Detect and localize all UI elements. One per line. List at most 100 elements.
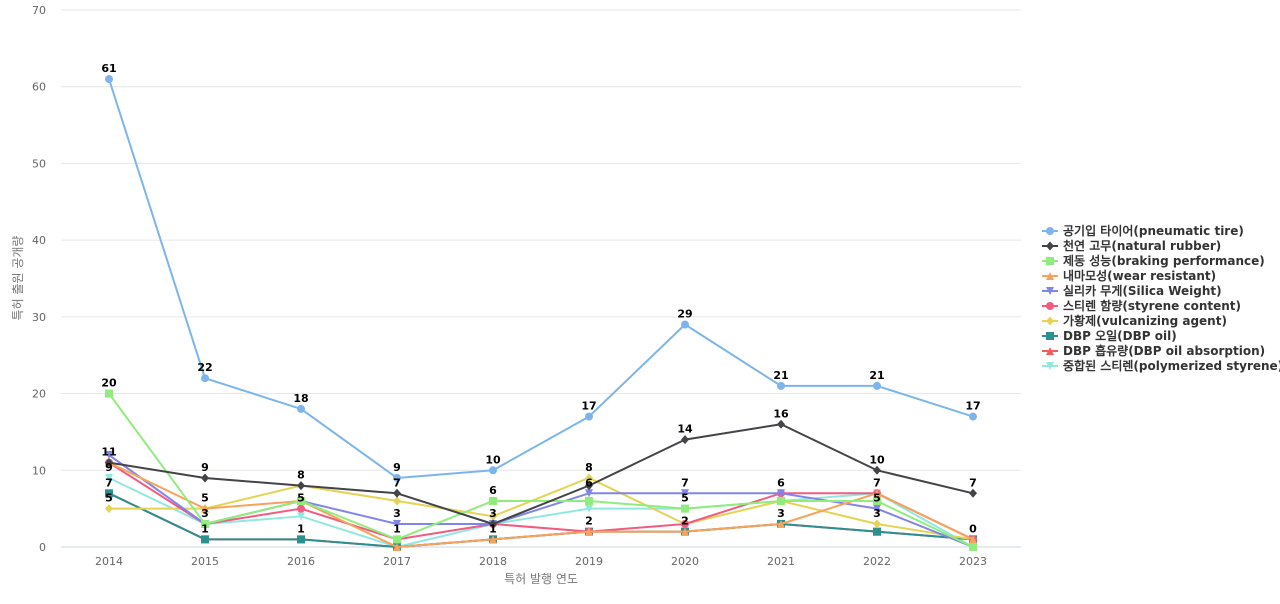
data-point[interactable] xyxy=(873,519,881,529)
data-point[interactable] xyxy=(681,435,689,445)
legend-marker[interactable] xyxy=(1046,272,1054,280)
data-point[interactable] xyxy=(777,489,785,498)
data-point[interactable] xyxy=(201,519,209,528)
legend: 공기입 타이어(pneumatic tire)천연 고무(natural rub… xyxy=(1042,223,1280,373)
legend-marker[interactable] xyxy=(1046,362,1054,370)
legend-label: 실리카 무게(Silica Weight) xyxy=(1063,283,1222,298)
data-label: 2 xyxy=(585,515,593,528)
data-point[interactable] xyxy=(681,504,689,513)
data-point[interactable] xyxy=(297,504,305,513)
series-line[interactable] xyxy=(108,78,974,479)
data-point[interactable] xyxy=(201,535,209,544)
legend-item[interactable]: 천연 고무(natural rubber) xyxy=(1042,238,1221,253)
data-point[interactable] xyxy=(969,412,977,421)
legend-label: 천연 고무(natural rubber) xyxy=(1063,238,1221,253)
legend-item[interactable]: 가황제(vulcanizing agent) xyxy=(1042,313,1227,328)
data-point[interactable] xyxy=(873,527,881,536)
data-point[interactable] xyxy=(393,496,401,506)
legend-item[interactable]: 중합된 스티렌(polymerized styrene) xyxy=(1042,358,1280,373)
data-point[interactable] xyxy=(201,374,209,383)
data-point[interactable] xyxy=(297,404,305,413)
data-point[interactable] xyxy=(393,519,401,528)
data-point[interactable] xyxy=(393,488,401,498)
legend-label: 가황제(vulcanizing agent) xyxy=(1063,313,1227,328)
data-point[interactable] xyxy=(297,481,305,491)
data-point[interactable] xyxy=(393,473,401,482)
data-point[interactable] xyxy=(585,489,593,498)
data-point[interactable] xyxy=(585,527,593,536)
data-point[interactable] xyxy=(873,489,881,498)
data-point[interactable] xyxy=(969,535,977,544)
legend-marker[interactable] xyxy=(1046,347,1054,355)
legend-item[interactable]: 내마모성(wear resistant) xyxy=(1042,268,1216,283)
legend-item[interactable]: 제동 성능(braking performance) xyxy=(1042,254,1265,268)
data-point[interactable] xyxy=(873,381,881,390)
legend-marker[interactable] xyxy=(1046,287,1054,295)
data-point[interactable] xyxy=(297,512,305,521)
series-line[interactable] xyxy=(108,392,974,548)
series-line[interactable] xyxy=(108,461,974,541)
data-point[interactable] xyxy=(777,381,785,390)
x-tick-label: 2022 xyxy=(863,555,891,568)
data-point[interactable] xyxy=(105,75,113,84)
legend-item[interactable]: DBP 흡유량(DBP oil absorption) xyxy=(1042,343,1265,358)
data-point[interactable] xyxy=(201,473,209,483)
data-point[interactable] xyxy=(873,465,881,475)
data-point[interactable] xyxy=(681,320,689,329)
data-point[interactable] xyxy=(105,489,113,498)
series-line[interactable] xyxy=(108,423,974,525)
legend-marker[interactable] xyxy=(1046,302,1054,310)
legend-marker[interactable] xyxy=(1046,227,1054,235)
series-7 xyxy=(105,489,977,551)
data-point[interactable] xyxy=(489,466,497,475)
data-label: 16 xyxy=(773,407,789,420)
data-point[interactable] xyxy=(489,535,497,544)
data-point[interactable] xyxy=(969,488,977,498)
data-point[interactable] xyxy=(489,496,497,505)
data-point[interactable] xyxy=(297,535,305,544)
data-label: 6 xyxy=(489,484,497,497)
data-point[interactable] xyxy=(681,527,689,536)
data-point[interactable] xyxy=(489,511,497,521)
legend-item[interactable]: DBP 오일(DBP oil) xyxy=(1042,329,1177,343)
data-point[interactable] xyxy=(105,389,113,398)
data-point[interactable] xyxy=(969,543,977,551)
data-point[interactable] xyxy=(393,543,401,551)
series-line[interactable] xyxy=(108,461,974,548)
series-2 xyxy=(105,389,977,551)
data-point[interactable] xyxy=(585,496,593,505)
legend-item[interactable]: 스티렌 함량(styrene content) xyxy=(1042,298,1241,313)
y-tick-label: 60 xyxy=(32,81,46,94)
data-point[interactable] xyxy=(105,450,113,459)
data-point[interactable] xyxy=(777,519,785,528)
data-point[interactable] xyxy=(105,458,113,468)
data-label: 10 xyxy=(869,453,885,466)
data-point[interactable] xyxy=(681,519,689,528)
legend-item[interactable]: 공기입 타이어(pneumatic tire) xyxy=(1042,223,1244,238)
data-point[interactable] xyxy=(585,481,593,491)
data-point[interactable] xyxy=(873,496,881,505)
data-point[interactable] xyxy=(777,419,785,429)
data-point[interactable] xyxy=(105,504,113,514)
data-point[interactable] xyxy=(393,535,401,544)
legend-marker[interactable] xyxy=(1046,257,1054,265)
series-line[interactable] xyxy=(109,476,974,541)
data-point[interactable] xyxy=(297,496,305,505)
data-point[interactable] xyxy=(777,496,785,505)
legend-item[interactable]: 실리카 무게(Silica Weight) xyxy=(1042,283,1222,298)
data-point[interactable] xyxy=(201,504,209,513)
data-point[interactable] xyxy=(873,504,881,513)
data-point[interactable] xyxy=(105,473,113,482)
legend-marker[interactable] xyxy=(1046,241,1054,251)
data-label: 1 xyxy=(393,522,401,535)
data-label: 5 xyxy=(297,492,305,505)
data-point[interactable] xyxy=(585,473,593,483)
data-point[interactable] xyxy=(585,412,593,421)
data-point[interactable] xyxy=(681,489,689,498)
legend-marker[interactable] xyxy=(1046,316,1054,326)
series-line[interactable] xyxy=(108,477,974,548)
legend-marker[interactable] xyxy=(1046,332,1054,340)
data-point[interactable] xyxy=(585,504,593,513)
data-label: 14 xyxy=(677,423,693,436)
data-point[interactable] xyxy=(489,519,497,529)
